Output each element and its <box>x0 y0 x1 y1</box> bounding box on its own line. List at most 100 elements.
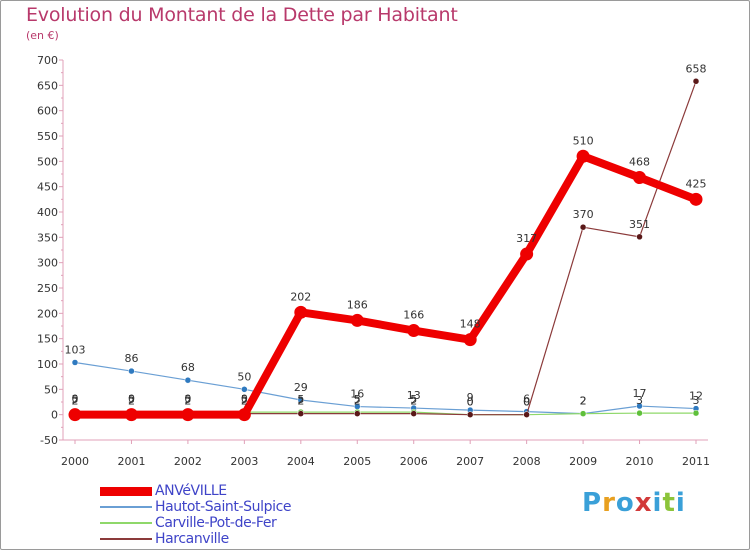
y-tick-label: 550 <box>37 130 58 143</box>
chart-title: Evolution du Montant de la Dette par Hab… <box>26 4 458 26</box>
series-hautot-saint-sulpice-line <box>74 361 697 415</box>
legend-label: Harcanville <box>155 531 229 547</box>
y-tick-label: 100 <box>37 358 58 371</box>
series-carville-pot-de-fer-label: 5 <box>128 393 135 406</box>
series-anveville-point[interactable] <box>294 305 308 319</box>
series-anveville-point[interactable] <box>68 408 82 422</box>
series-harcanville-label: 2 <box>128 395 135 408</box>
legend: ANVéVILLE Hautot-Saint-Sulpice Carville-… <box>100 483 291 547</box>
series-anveville-label: 468 <box>629 156 650 169</box>
series-anveville-point[interactable] <box>689 192 703 206</box>
logo-letter: r <box>602 488 616 518</box>
series-anveville-point[interactable] <box>237 408 251 422</box>
series-harcanville-label: 351 <box>629 218 650 231</box>
series-anveville-label: 166 <box>403 309 424 322</box>
series-hautot-saint-sulpice-point[interactable] <box>241 386 248 393</box>
series-anveville-point[interactable] <box>633 171 647 185</box>
legend-item-anveville[interactable]: ANVéVILLE <box>100 483 291 499</box>
series-carville-pot-de-fer-label: 5 <box>410 393 417 406</box>
series-harcanville-point[interactable] <box>354 410 361 417</box>
series-anveville-label: 202 <box>290 290 311 303</box>
series-hautot-saint-sulpice-label: 50 <box>237 370 251 383</box>
x-tick-label: 2002 <box>174 455 202 468</box>
legend-item-carville-pot-de-fer[interactable]: Carville-Pot-de-Fer <box>100 515 291 531</box>
series-harcanville-point[interactable] <box>410 410 417 417</box>
series-harcanville-point[interactable] <box>523 411 530 418</box>
y-tick-label: 300 <box>37 257 58 270</box>
series-carville-pot-de-fer-label: 0 <box>523 396 530 409</box>
axes: -500501001502002503003504004505005506006… <box>37 54 710 468</box>
series-hautot-saint-sulpice-point[interactable] <box>128 367 135 375</box>
logo-letter: P <box>582 488 603 518</box>
series-harcanville-point[interactable] <box>579 223 587 231</box>
logo-letter: i <box>675 488 686 518</box>
y-tick-label: 150 <box>37 333 58 346</box>
series-hautot-saint-sulpice-point[interactable] <box>636 402 643 410</box>
x-tick-label: 2003 <box>230 455 258 468</box>
series-hautot-saint-sulpice-point[interactable] <box>184 376 192 384</box>
y-tick-label: 400 <box>37 206 58 219</box>
series-layer <box>68 78 703 422</box>
series-hautot-saint-sulpice-point[interactable] <box>297 396 305 404</box>
series-harcanville-label: 2 <box>297 395 304 408</box>
series-anveville-point[interactable] <box>181 408 195 422</box>
series-harcanville-point[interactable] <box>692 78 700 85</box>
series-anveville-label: 0 <box>241 393 248 406</box>
series-carville-pot-de-fer-label: 5 <box>184 393 191 406</box>
x-tick-label: 2007 <box>456 455 484 468</box>
series-hautot-saint-sulpice-label: 2 <box>580 395 587 408</box>
x-tick-label: 2005 <box>343 455 371 468</box>
series-hautot-saint-sulpice-label: 12 <box>689 390 703 403</box>
legend-swatch <box>100 522 152 524</box>
x-tick-label: 2001 <box>117 455 145 468</box>
x-tick-label: 2008 <box>513 455 541 468</box>
series-harcanville-point[interactable] <box>297 410 305 417</box>
series-anveville-point[interactable] <box>463 333 477 347</box>
series-harcanville-label: 0 <box>523 396 530 409</box>
series-anveville-point[interactable] <box>124 408 138 422</box>
y-tick-label: 0 <box>51 409 58 422</box>
y-tick-label: 50 <box>44 383 58 396</box>
series-hautot-saint-sulpice-label: 29 <box>294 381 308 394</box>
series-carville-pot-de-fer-label: 5 <box>241 393 248 406</box>
y-tick-label: 650 <box>37 79 58 92</box>
series-carville-pot-de-fer-label: 5 <box>72 393 79 406</box>
x-tick-label: 2006 <box>400 455 428 468</box>
proxiti-logo: Proxiti <box>582 488 686 518</box>
series-carville-pot-de-fer-label: 5 <box>297 393 304 406</box>
legend-item-hautot-saint-sulpice[interactable]: Hautot-Saint-Sulpice <box>100 499 291 515</box>
series-anveville-point[interactable] <box>576 149 590 163</box>
series-anveville-label: 510 <box>573 134 594 147</box>
series-anveville-point[interactable] <box>407 324 421 338</box>
x-tick-label: 2009 <box>569 455 597 468</box>
series-anveville-point[interactable] <box>350 313 364 327</box>
series-hautot-saint-sulpice-label: 17 <box>633 387 647 400</box>
series-hautot-saint-sulpice-point[interactable] <box>71 359 79 366</box>
series-carville-pot-de-fer-point[interactable] <box>579 410 587 417</box>
y-tick-label: 350 <box>37 231 58 244</box>
series-anveville-label: 425 <box>686 177 707 190</box>
series-carville-pot-de-fer-point[interactable] <box>636 409 643 417</box>
series-carville-pot-de-fer-label: 0 <box>467 396 474 409</box>
y-tick-label: 700 <box>37 54 58 67</box>
series-harcanville-label: 2 <box>410 395 417 408</box>
series-anveville-point[interactable] <box>520 247 534 261</box>
series-carville-pot-de-fer-point[interactable] <box>692 409 700 417</box>
legend-label: Carville-Pot-de-Fer <box>155 515 277 531</box>
legend-item-harcanville[interactable]: Harcanville <box>100 531 291 547</box>
series-harcanville-label: 658 <box>686 62 707 75</box>
series-harcanville-point[interactable] <box>636 233 643 241</box>
series-anveville-label: 317 <box>516 232 537 245</box>
series-harcanville-label: 0 <box>467 396 474 409</box>
y-tick-label: 450 <box>37 181 58 194</box>
y-tick-label: 500 <box>37 155 58 168</box>
y-tick-label: -50 <box>40 434 58 447</box>
series-hautot-saint-sulpice-label: 16 <box>350 388 364 401</box>
series-hautot-saint-sulpice-label: 13 <box>407 389 421 402</box>
legend-label: ANVéVILLE <box>155 483 227 499</box>
series-harcanville-point[interactable] <box>466 411 474 418</box>
series-anveville-label: 0 <box>128 393 135 406</box>
legend-label: Hautot-Saint-Sulpice <box>155 499 292 515</box>
